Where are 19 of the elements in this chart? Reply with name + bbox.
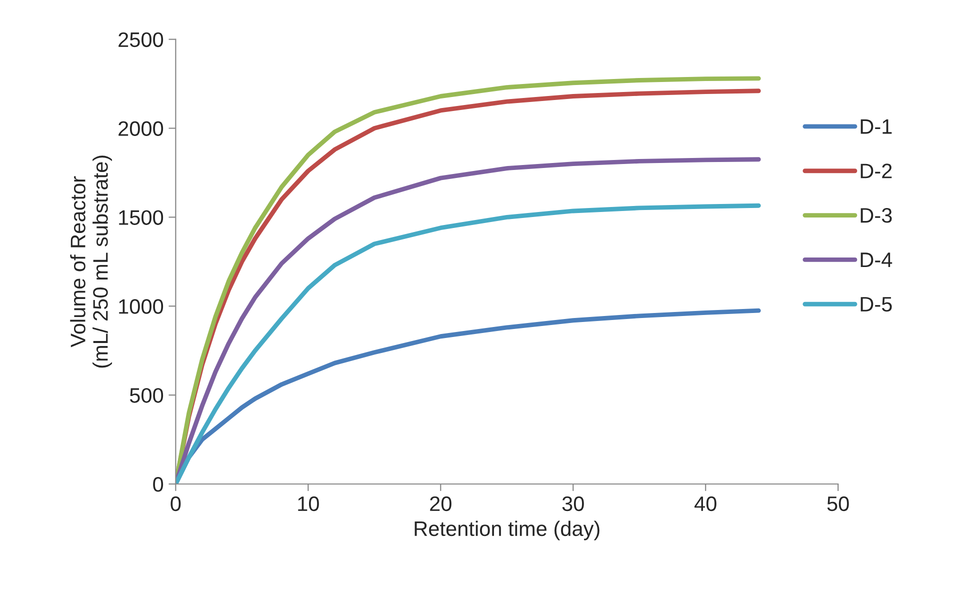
legend-label: D-4 bbox=[860, 252, 892, 268]
legend-label: D-5 bbox=[860, 297, 892, 312]
x-tick-label: 40 bbox=[694, 496, 716, 512]
x-tick-label: 20 bbox=[430, 496, 452, 512]
x-tick-label: 30 bbox=[562, 496, 584, 512]
legend-label: D-1 bbox=[860, 119, 892, 134]
y-tick-label: 2500 bbox=[118, 32, 164, 48]
x-tick-label: 50 bbox=[827, 496, 849, 512]
y-tick-label: 2000 bbox=[118, 121, 164, 136]
x-tick-label: 0 bbox=[170, 496, 181, 512]
y-tick-label: 0 bbox=[153, 477, 164, 492]
x-axis-title: Retention time (day) bbox=[414, 520, 600, 540]
y-axis-title: Volume of Reactor (mL/ 250 mL substrate) bbox=[70, 156, 112, 368]
y-tick-label: 1500 bbox=[119, 210, 164, 225]
y-tick-label: 500 bbox=[130, 388, 164, 403]
y-tick-label: 1000 bbox=[119, 299, 164, 314]
x-tick-label: 10 bbox=[298, 496, 319, 512]
legend-label: D-3 bbox=[860, 208, 892, 223]
legend-label: D-2 bbox=[860, 164, 892, 178]
